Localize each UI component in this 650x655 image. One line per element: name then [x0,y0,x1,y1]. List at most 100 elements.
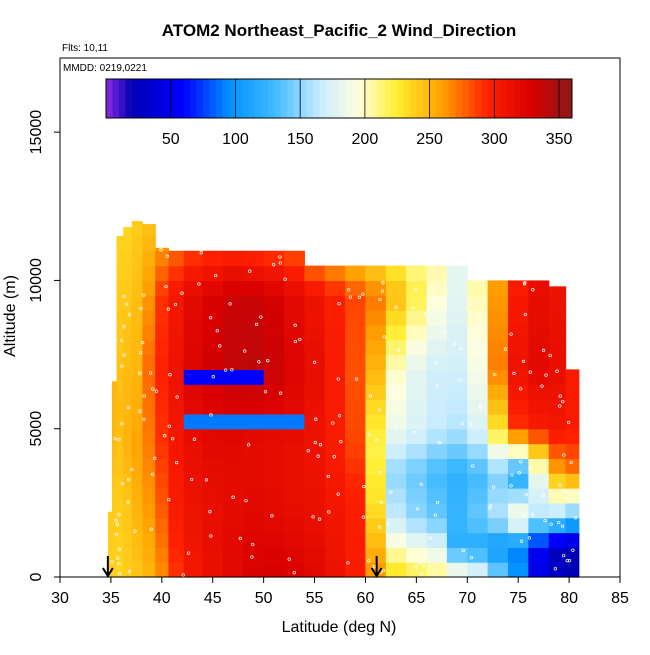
heatmap-cell [365,295,387,311]
sample-point [127,313,131,317]
heatmap-cell [263,458,285,474]
heatmap-cell [284,384,305,400]
colorbar-swatch [106,79,113,118]
heatmap-cell [183,562,204,578]
colorbar-swatch [410,79,418,118]
colorbar-tick-label: 350 [546,131,573,148]
sample-point [413,430,417,435]
sample-point [197,282,201,286]
heatmap-cell [467,413,489,430]
sample-point [142,417,146,422]
colorbar-swatch [177,79,185,118]
heatmap-cell [142,428,156,445]
heatmap-cell [243,280,265,296]
plot-frame [59,57,621,578]
colorbar-swatch [468,79,476,118]
heatmap-cell [168,354,185,370]
sample-point [336,377,340,381]
heatmap-cell [508,428,529,445]
heatmap-cell [508,473,529,489]
heatmap-cell [548,517,567,534]
sample-point [209,413,213,417]
heatmap-cell [528,310,550,326]
heatmap-cell [183,488,204,504]
heatmap-cell [528,399,550,415]
sample-point [314,417,318,421]
heatmap-cell [116,399,124,415]
sample-point [558,404,562,408]
colorbar-swatch [345,79,353,118]
heatmap-cell [123,235,133,252]
heatmap-cell [345,562,367,578]
heatmap-cell [467,547,489,563]
heatmap-cell [365,369,387,385]
heatmap-cell [304,384,326,400]
heatmap-cell [263,428,285,445]
sample-point [517,471,521,475]
heatmap-cell [202,532,224,548]
heatmap-cell [202,443,224,459]
heatmap-cell [284,443,305,459]
heatmap-cell [131,324,144,341]
heatmap-cell [168,250,185,267]
sample-point [555,369,559,373]
heatmap-cell [111,547,118,563]
heatmap-cell [263,310,285,326]
heatmap-cell [345,443,367,459]
heatmap-cell [324,339,346,356]
heatmap-cell [528,473,550,489]
sample-point [396,348,401,352]
heatmap-cell [385,473,407,489]
heatmap-cell [243,295,265,311]
heatmap-cell [426,517,448,534]
sample-point [148,371,153,375]
sample-point [367,559,371,563]
heatmap-cell [345,339,367,356]
sample-point [127,569,132,574]
heatmap-cell [142,354,156,370]
heatmap-cell [467,310,489,326]
heatmap-cell [123,532,133,548]
heatmap-cell [263,562,285,578]
colorbar-swatch [364,79,372,118]
heatmap-cell [467,532,489,548]
colorbar-swatch [351,79,359,118]
heatmap-cell [385,280,407,296]
colorbar-swatch [436,79,444,118]
sample-point [244,498,248,503]
heatmap-cell [183,532,204,548]
heatmap-cell [304,562,326,578]
sample-point [181,573,185,577]
heatmap-cell [131,502,144,519]
heatmap-cell [528,295,550,311]
heatmap-cell [467,399,489,415]
heatmap-cell [304,428,326,445]
heatmap-cell [446,473,468,489]
heatmap-cell [565,517,580,534]
sample-point [120,422,124,426]
heatmap-cell [345,517,367,534]
heatmap-cell [116,265,124,282]
heatmap-cell [243,310,265,326]
heatmap-cell [243,428,265,445]
heatmap-cell [426,265,448,282]
heatmap-cell [142,547,156,563]
heatmap-cell [548,369,567,385]
sample-point [458,378,462,383]
colorbar-swatch [125,79,133,118]
chart-title: ATOM2 Northeast_Pacific_2 Wind_Direction [162,21,516,40]
heatmap-cell [142,413,156,430]
heatmap-cell [222,265,244,282]
heatmap-cell [365,339,387,356]
heatmap-cell [385,310,407,326]
sample-point [211,375,215,379]
colorbar-swatch [358,79,366,118]
colorbar-swatch [261,79,269,118]
sample-point [151,387,155,391]
heatmap-cell [116,547,124,563]
heatmap-cell [528,488,550,504]
sample-point [411,306,415,310]
heatmap-cell [142,310,156,326]
heatmap-cell [345,324,367,341]
heatmap-cell [487,488,509,504]
